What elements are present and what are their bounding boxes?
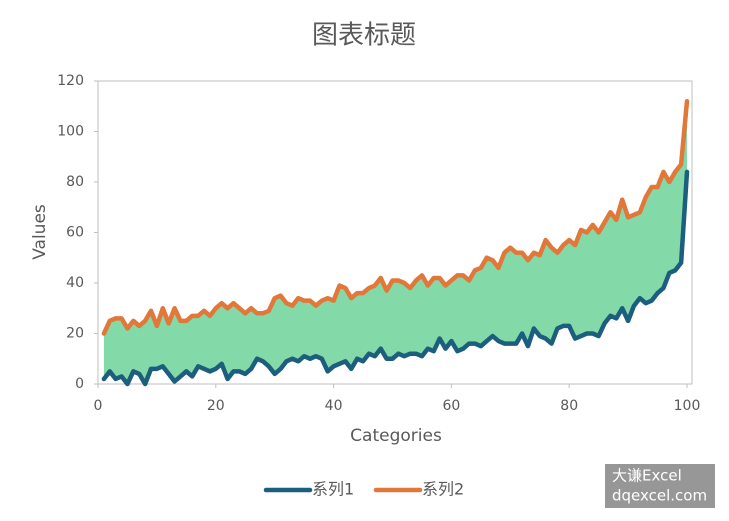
y-tick-label: 80	[66, 174, 84, 190]
x-tick-label: 80	[560, 398, 578, 414]
legend-label: 系列1	[312, 480, 354, 499]
x-tick-label: 20	[207, 398, 225, 414]
x-tick-label: 60	[442, 398, 460, 414]
watermark: 大谦Excel	[612, 467, 682, 485]
y-tick-label: 0	[75, 376, 84, 392]
x-tick-label: 100	[674, 398, 701, 414]
y-tick-label: 60	[66, 225, 84, 241]
chart-title: 图表标题	[312, 21, 416, 51]
fill-between	[103, 101, 687, 384]
series-line	[101, 169, 690, 387]
series-line	[101, 98, 690, 336]
y-tick-label: 20	[66, 326, 84, 342]
legend-label: 系列2	[422, 480, 464, 499]
x-axis-title: Categories	[350, 426, 442, 446]
y-tick-label: 120	[57, 73, 84, 89]
watermark-box	[605, 464, 715, 508]
y-axis-title: Values	[30, 204, 50, 260]
y-tick-label: 100	[57, 124, 84, 140]
y-tick-label: 40	[66, 275, 84, 291]
x-tick-label: 40	[325, 398, 343, 414]
watermark: dqexcel.com	[612, 487, 707, 505]
x-tick-label: 0	[94, 398, 103, 414]
